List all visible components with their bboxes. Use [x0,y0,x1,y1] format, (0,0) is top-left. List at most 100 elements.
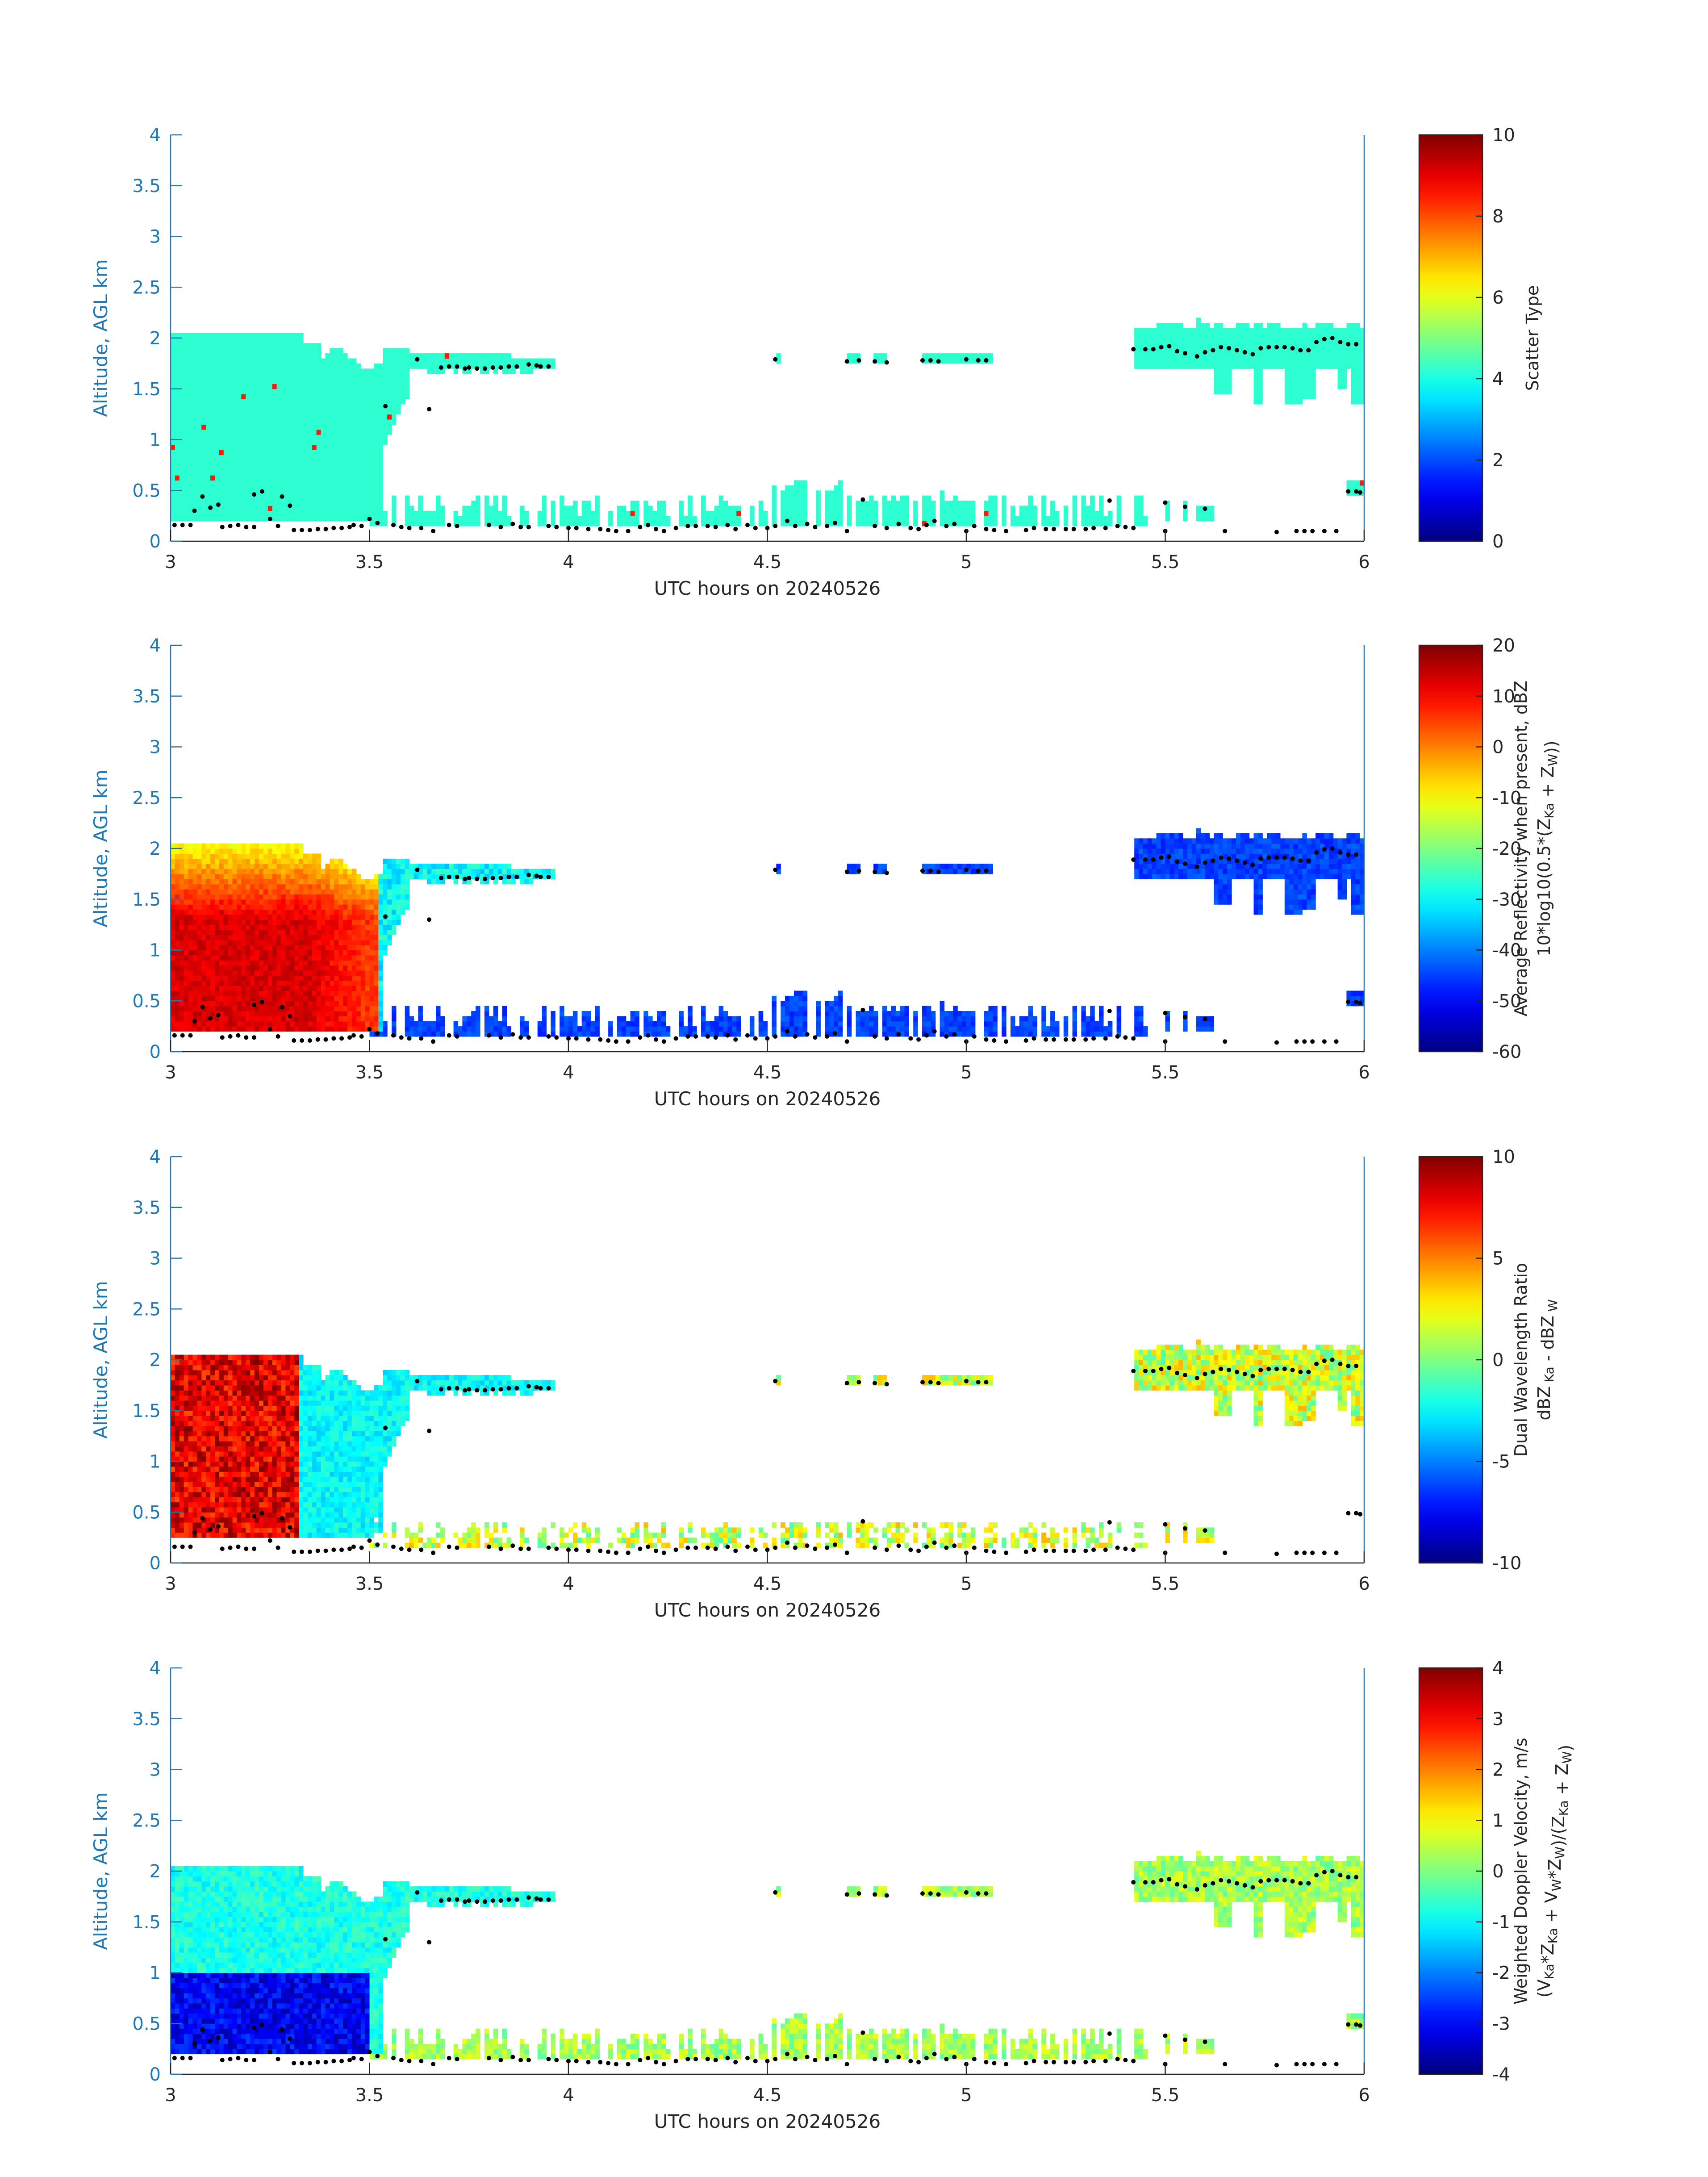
heatmap-cell [255,995,259,1001]
heatmap-cell [294,409,299,415]
heatmap-cell [347,460,352,465]
heatmap-cell [360,460,366,465]
heatmap-cell [1050,516,1055,522]
heatmap-cell [1099,506,1104,511]
heatmap-cell [343,384,348,389]
heatmap-cell [1205,343,1210,349]
heatmap-cell [241,404,246,409]
heatmap-cell [290,379,295,384]
heatmap-cell [259,924,264,930]
heatmap-cell [223,986,229,991]
heatmap-cell [590,521,595,526]
heatmap-cell [303,379,308,384]
heatmap-cell [272,516,277,522]
heatmap-cell [365,414,370,420]
heatmap-cell [338,384,343,389]
heatmap-cell [1271,358,1276,364]
heatmap-cell [793,516,799,522]
heatmap-cell [365,506,370,511]
heatmap-cell [864,521,869,526]
heatmap-cell [1271,333,1276,338]
heatmap-cell [215,914,220,920]
heatmap-cell [338,960,343,966]
heatmap-cell [723,506,728,511]
heatmap-cell [223,444,229,450]
heatmap-cell [1351,399,1356,405]
heatmap-cell [267,424,273,430]
heatmap-cell [1298,358,1303,364]
heatmap-cell [303,864,308,869]
heatmap-cell [210,894,215,900]
heatmap-cell [259,399,264,405]
heatmap-cell [228,995,233,1001]
heatmap-cell [356,501,361,506]
heatmap-cell [219,501,224,506]
heatmap-cell [259,930,264,935]
heatmap-cell [267,460,273,465]
heatmap-cell [334,444,339,450]
heatmap-cell [338,995,343,1001]
heatmap-cell [330,879,334,885]
heatmap-cell [179,475,184,481]
heatmap-cell [1196,363,1201,369]
heatmap-cell [338,455,343,460]
cloud-base-marker [554,525,559,530]
heatmap-cell [246,986,251,991]
heatmap-cell [984,506,989,511]
heatmap-cell [307,960,313,966]
heatmap-cell [1289,353,1294,359]
heatmap-cell [184,1016,189,1022]
heatmap-cell [201,501,206,506]
heatmap-cell [272,843,277,849]
heatmap-cell [250,975,255,981]
heatmap-cell [179,409,184,415]
heatmap-cell [502,510,507,516]
heatmap-cell [1200,333,1206,338]
heatmap-cell [179,379,184,384]
heatmap-cell [418,501,423,506]
heatmap-cell [184,1001,189,1007]
heatmap-cell [1139,363,1144,369]
heatmap-cell [966,521,971,526]
heatmap-cell [219,924,224,930]
heatmap-cell [338,495,343,501]
heatmap-cell [232,980,238,986]
heatmap-cell [303,1011,308,1016]
heatmap-cell [365,475,370,481]
heatmap-cell [497,521,503,526]
heatmap-cell [259,419,264,425]
heatmap-cell [387,368,392,374]
heatmap-cell [316,965,322,971]
heatmap-cell [347,1026,352,1032]
heatmap-cell [294,858,299,864]
heatmap-cell [215,899,220,905]
heatmap-cell [360,990,366,996]
heatmap-cell [201,848,206,854]
heatmap-cell [175,1021,180,1027]
heatmap-cell [586,521,591,526]
cloud-base-marker [1290,346,1295,351]
heatmap-cell [246,455,251,460]
heatmap-cell [184,919,189,925]
heatmap-cell [179,919,184,925]
heatmap-cell [303,348,308,354]
heatmap-cell [1253,379,1258,384]
heatmap-cell [219,884,224,890]
heatmap-cell [206,945,211,951]
heatmap-cell [705,510,710,516]
heatmap-cell [259,858,264,864]
cloud-base-marker [1258,346,1263,351]
heatmap-cell [316,879,322,885]
heatmap-cell [237,343,242,349]
heatmap-cell [316,409,322,415]
heatmap-cell [294,495,299,501]
heatmap-cell [988,358,993,364]
heatmap-cell [294,919,299,925]
heatmap-cell [219,475,224,481]
heatmap-cell [321,414,326,420]
heatmap-cell [1090,521,1095,526]
heatmap-cell [316,853,322,859]
heatmap-cell [351,384,357,389]
heatmap-cell [188,945,193,951]
heatmap-cell [267,404,273,409]
